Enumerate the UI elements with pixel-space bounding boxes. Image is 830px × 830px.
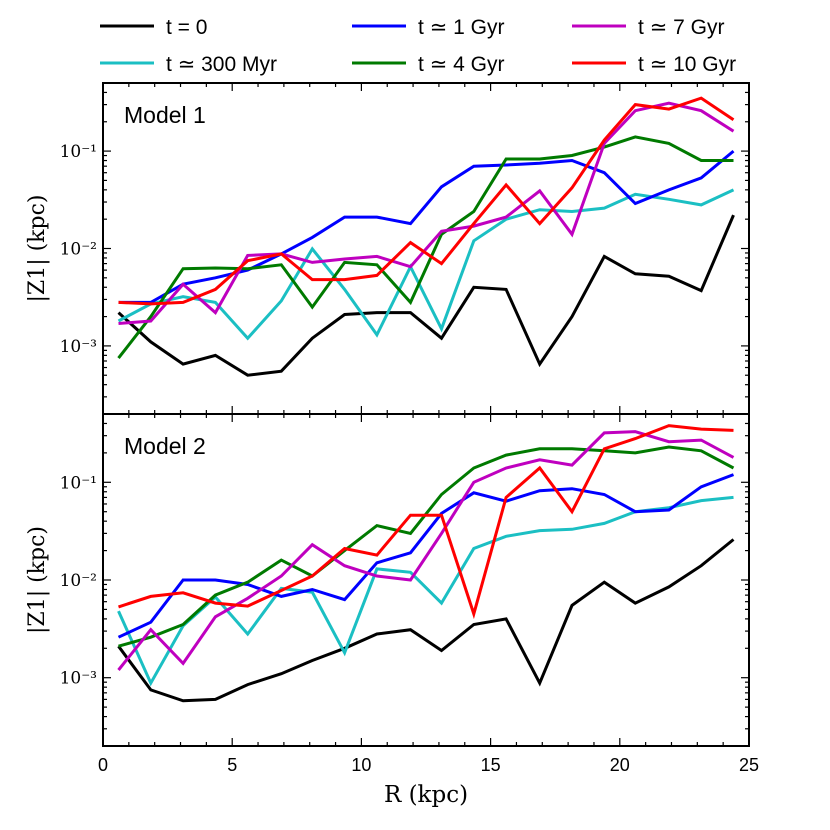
series-line-t-10-gyr (118, 424, 734, 620)
legend: t = 0 t ≃ 300 Myr t ≃ 1 Gyr t ≃ 4 Gyr t ≃ 7 … (100, 16, 736, 76)
series-line-t-0 (117, 538, 735, 703)
y-tick-label: 10⁻¹ (60, 142, 97, 162)
y-axis-label: |Z1| (kpc) (25, 194, 50, 302)
series-group (117, 96, 735, 377)
y-tick-label: 10⁻³ (60, 337, 97, 357)
y-axis-label: |Z1| (kpc) (25, 526, 50, 634)
legend-label-t-300-myr: t ≃ 300 Myr (166, 53, 277, 76)
panel-model-2: 10⁻³ 10⁻² 10⁻¹ 0 5 10 15 20 25 Model 2 |Z1| (kpc) (25, 413, 759, 775)
x-axis-label: R (kpc) (384, 782, 468, 808)
y-tick-label: 10⁻¹ (60, 473, 97, 493)
series-line-t-0 (117, 214, 735, 377)
x-tick-label: 15 (481, 755, 501, 775)
series-group (117, 424, 735, 703)
legend-label-t-0: t = 0 (166, 16, 207, 39)
series-line-t-4-gyr (117, 135, 734, 360)
x-tick-label: 25 (739, 755, 759, 775)
legend-label-t-7-gyr: t ≃ 7 Gyr (638, 16, 724, 39)
legend-label-t-1-gyr: t ≃ 1 Gyr (418, 16, 504, 39)
y-tick-label: 10⁻² (60, 571, 97, 591)
x-axis-label-text: R (kpc) (384, 782, 468, 808)
panel-title: Model 1 (124, 102, 206, 128)
series-line-t-7-gyr (117, 430, 735, 671)
series-line-t-7-gyr (118, 101, 735, 325)
series-line-t-1-gyr (118, 149, 735, 304)
series-line-t-4-gyr (118, 445, 735, 648)
legend-label-t-10-gyr: t ≃ 10 Gyr (638, 53, 736, 76)
series-line-t-1-gyr (117, 473, 735, 639)
series-line-t-10-gyr (118, 96, 735, 306)
panel-model-1: 10⁻³ 10⁻² 10⁻¹ Model 1 |Z1| (kpc) (25, 82, 750, 415)
x-tick-label: 5 (227, 755, 237, 775)
y-tick-label: 10⁻² (60, 240, 97, 260)
legend-label-t-4-gyr: t ≃ 4 Gyr (418, 53, 504, 76)
series-line-t-300-myr (117, 188, 735, 341)
y-tick-label: 10⁻³ (60, 669, 97, 689)
series-line-t-300-myr (117, 495, 734, 687)
x-tick-label: 10 (351, 755, 371, 775)
panel-title: Model 2 (124, 433, 206, 459)
x-tick-label: 20 (610, 755, 630, 775)
x-tick-label: 0 (98, 755, 108, 775)
